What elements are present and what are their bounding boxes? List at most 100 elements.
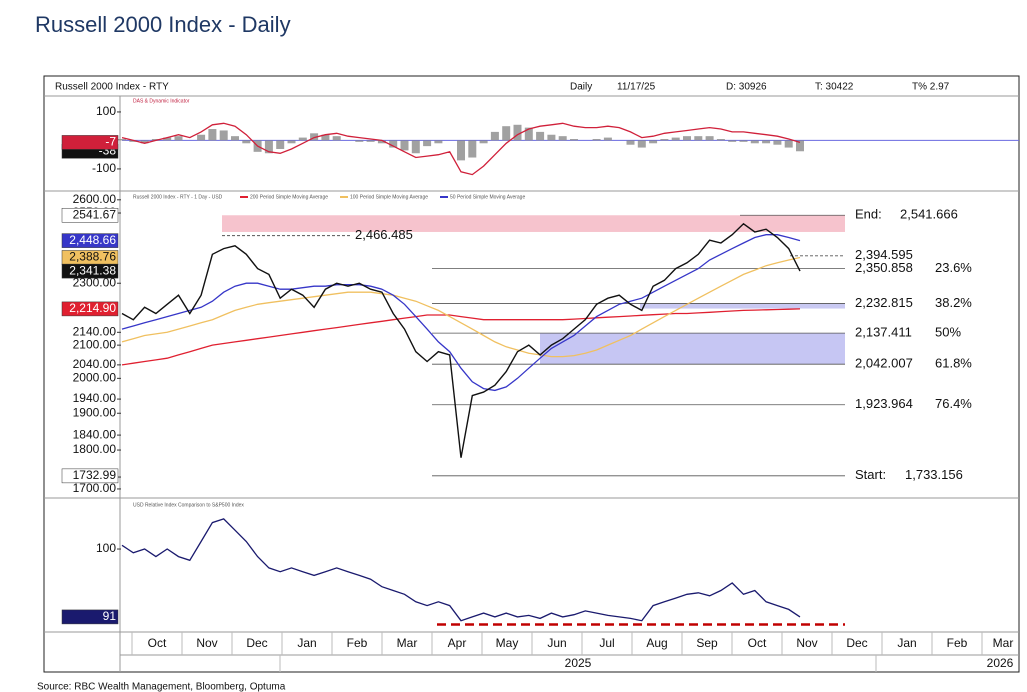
month-label: Apr [448, 636, 467, 650]
month-label: Feb [347, 636, 368, 650]
histogram-bar [377, 140, 386, 144]
histogram-bar [264, 140, 273, 154]
histogram-bar [411, 140, 420, 154]
histogram-bar [637, 140, 646, 148]
y-tick-label: 1900.00 [73, 405, 117, 419]
fib-level-label: 1,923.964 [855, 396, 913, 411]
value-badge-label: 2,341.38 [69, 263, 116, 277]
histogram-bar [389, 140, 398, 148]
month-label: Dec [846, 636, 867, 650]
histogram-bar [231, 136, 239, 141]
header-period: Daily [570, 82, 592, 93]
annotation-label: 2,466.485 [355, 227, 413, 242]
histogram-bar [129, 140, 138, 142]
histogram-bar [796, 140, 804, 152]
legend-entry: 100 Period Simple Moving Average [350, 194, 428, 200]
histogram-bar [208, 129, 217, 141]
month-label: Nov [196, 636, 217, 650]
fib-level-pct: 50% [935, 325, 961, 340]
year-label: 2026 [987, 656, 1014, 670]
fib-level-label: 2,232.815 [855, 295, 913, 310]
value-badge-label: 2,448.66 [69, 233, 116, 247]
histogram-bar [332, 136, 341, 141]
series-line [121, 122, 801, 176]
histogram-bar [423, 140, 432, 147]
header-name: Russell 2000 Index - RTY [55, 82, 169, 93]
series-line [121, 256, 801, 358]
histogram-bar [728, 140, 737, 142]
histogram-bar [490, 131, 499, 141]
fib-zone [222, 215, 845, 232]
histogram-bar [513, 124, 522, 141]
histogram-bar [321, 134, 330, 141]
histogram-bar [400, 140, 409, 151]
header-d: D: 30926 [726, 82, 767, 93]
y-tick-label: 2100.00 [73, 337, 117, 351]
value-badge [61, 468, 119, 484]
histogram-bar [502, 126, 511, 141]
value-badge [61, 301, 119, 317]
histogram-bar [310, 133, 319, 141]
histogram-bar [479, 140, 488, 144]
fib-level-pct: 76.4% [935, 396, 972, 411]
histogram-bar [219, 130, 228, 141]
histogram-bar [197, 134, 206, 141]
fib-level-label: 2,137.411 [855, 325, 912, 340]
histogram-bar [773, 140, 782, 145]
month-label: Dec [246, 636, 267, 650]
histogram-bar [716, 139, 725, 141]
histogram-bar [739, 140, 748, 142]
year-label: 2025 [565, 656, 592, 670]
fib-level-name: Start: [855, 467, 886, 482]
histogram-bar [705, 136, 714, 141]
value-badge-label: 1732.99 [73, 468, 117, 482]
fib-level-label: 2,042.007 [855, 356, 913, 371]
fib-level-pct: 38.2% [935, 295, 972, 310]
value-badge [61, 233, 119, 248]
histogram-bar [558, 136, 567, 141]
histogram-bar [276, 140, 285, 149]
histogram-bar [762, 140, 771, 144]
month-label: Jan [297, 636, 316, 650]
y-tick-label: 1940.00 [73, 391, 117, 405]
chart-frame [43, 75, 1020, 673]
series-line [121, 308, 801, 366]
fib-level-pct: 23.6% [935, 260, 972, 275]
histogram-bar [626, 140, 635, 145]
y-tick-label: 1700.00 [73, 481, 117, 495]
histogram-bar [434, 140, 443, 144]
series-line [121, 234, 801, 392]
histogram-bar [287, 140, 296, 144]
value-badge-label: 91 [103, 609, 117, 623]
month-label: Jun [547, 636, 566, 650]
histogram-bar [784, 140, 793, 148]
histogram-bar [536, 131, 545, 141]
histogram-bar [660, 139, 669, 141]
histogram-bar [355, 140, 364, 142]
histogram-bar [671, 137, 680, 141]
month-label: Nov [796, 636, 817, 650]
header-date: 11/17/25 [617, 82, 656, 93]
month-label: Oct [748, 636, 767, 650]
value-badge [61, 135, 119, 150]
y-tick-label: 1840.00 [73, 427, 117, 441]
fib-level-label: 2,541.666 [900, 207, 958, 222]
histogram-bar [366, 140, 375, 142]
fib-level-label: 2,350.858 [855, 260, 913, 275]
series-line [121, 518, 801, 622]
value-badge-label: 2541.67 [73, 207, 117, 221]
histogram-bar [570, 139, 578, 141]
month-label: Mar [397, 636, 418, 650]
histogram-bar [547, 134, 556, 141]
month-label: Aug [646, 636, 667, 650]
value-badge-label: -7 [105, 135, 116, 149]
panel-subtitle: Russell 2000 Index - RTY - 1 Day - USD [133, 194, 223, 200]
histogram-bar [151, 139, 160, 141]
histogram-bar [524, 127, 533, 141]
histogram-bar [603, 137, 612, 141]
histogram-bar [468, 140, 477, 158]
histogram-bar [694, 136, 703, 141]
histogram-bar [457, 140, 465, 161]
histogram-bar [118, 139, 126, 141]
